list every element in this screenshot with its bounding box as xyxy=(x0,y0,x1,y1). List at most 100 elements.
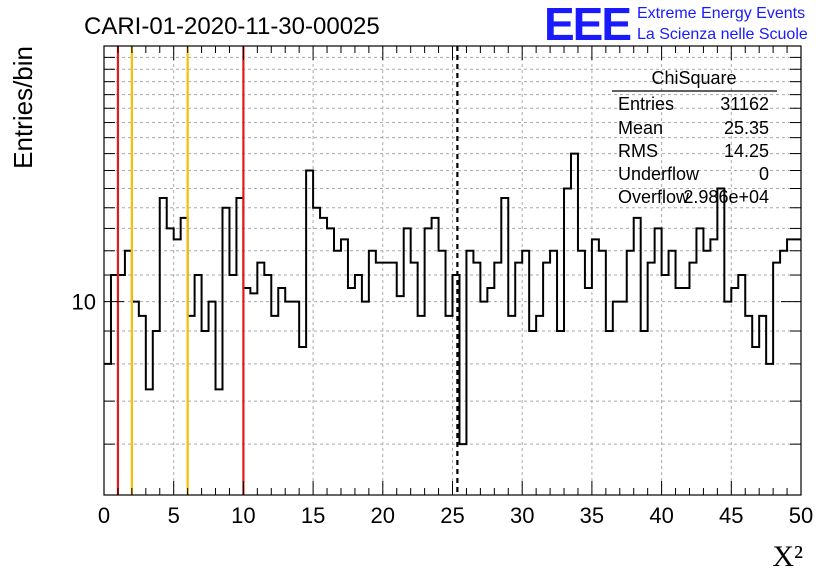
histogram-bin xyxy=(648,263,655,495)
histogram-bin xyxy=(731,288,738,495)
histogram-bin xyxy=(376,263,383,495)
histogram-bin xyxy=(606,331,613,495)
histogram-bin xyxy=(257,263,264,495)
histogram-bin xyxy=(501,198,508,495)
histogram-bin xyxy=(411,263,418,495)
histogram-bin xyxy=(271,316,278,495)
x-tick-label: 0 xyxy=(98,503,110,528)
x-tick-label: 30 xyxy=(510,503,534,528)
histogram-bin xyxy=(536,316,543,495)
histogram-bin xyxy=(592,239,599,495)
histogram-bin xyxy=(195,275,202,495)
histogram-bars xyxy=(104,152,801,495)
histogram-bin xyxy=(320,218,327,495)
stats-value-entries: 31162 xyxy=(720,94,769,114)
histogram-bin xyxy=(515,263,522,495)
histogram-bin xyxy=(655,228,662,495)
histogram-bin xyxy=(439,251,446,495)
histogram-bin xyxy=(229,275,236,495)
histogram-bin xyxy=(146,389,153,495)
histogram-bin xyxy=(264,275,271,495)
histogram-bin xyxy=(313,208,320,495)
histogram-bin xyxy=(550,251,557,495)
histogram-bin xyxy=(418,316,425,495)
x-tick-label: 45 xyxy=(719,503,743,528)
stats-box: ChiSquare Entries 31162 Mean 25.35 RMS 1… xyxy=(612,68,777,207)
x-tick-label: 20 xyxy=(371,503,395,528)
histogram-bin xyxy=(683,288,690,495)
histogram-bin xyxy=(529,331,536,495)
histogram-bin xyxy=(334,251,341,495)
histogram-bin xyxy=(522,251,529,495)
histogram-bin xyxy=(299,347,306,495)
histogram-bin xyxy=(473,263,480,495)
logo-line-2: La Scienza nelle Scuole xyxy=(637,26,808,43)
histogram-bin xyxy=(620,302,627,495)
x-tick-labels: 0 5 10 15 20 25 30 35 40 45 50 xyxy=(98,503,813,528)
x-tick-label: 15 xyxy=(301,503,325,528)
x-tick-label: 50 xyxy=(789,503,813,528)
histogram-bin xyxy=(585,288,592,495)
histogram-bin xyxy=(397,296,404,495)
histogram-bin xyxy=(689,263,696,495)
histogram-bin xyxy=(780,251,787,495)
histogram-bin xyxy=(348,288,355,495)
histogram-bin xyxy=(787,239,794,495)
histogram-bin xyxy=(613,302,620,495)
histogram-bin xyxy=(327,228,334,495)
histogram-bin xyxy=(174,239,181,495)
histogram-bin xyxy=(773,263,780,495)
histogram-bin xyxy=(738,275,745,495)
histogram-bin xyxy=(292,302,299,495)
histogram-bin xyxy=(578,251,585,495)
x-tick-label: 5 xyxy=(168,503,180,528)
histogram-bin xyxy=(487,288,494,495)
x-axis-title: X² xyxy=(772,540,803,572)
histogram-bin xyxy=(676,288,683,495)
histogram-bin xyxy=(250,293,257,495)
histogram-bin xyxy=(759,316,766,495)
histogram-bin xyxy=(160,198,167,495)
logo-letters: EEE xyxy=(544,0,630,50)
marker-lines xyxy=(116,46,459,495)
histogram-bin xyxy=(717,189,724,495)
histogram-bin xyxy=(355,275,362,495)
histogram-bin xyxy=(341,239,348,495)
histogram-bin xyxy=(104,364,111,495)
histogram-bin xyxy=(153,331,160,495)
histogram-bin xyxy=(543,263,550,495)
stats-name: ChiSquare xyxy=(651,68,736,88)
histogram-bin xyxy=(634,218,641,495)
histogram-bin xyxy=(641,331,648,495)
histogram-bin xyxy=(425,228,432,495)
histogram-bin xyxy=(278,288,285,495)
y-tick-label: 10 xyxy=(72,290,96,315)
stats-label-underflow: Underflow xyxy=(618,164,700,184)
histogram-bin xyxy=(557,331,564,495)
histogram-bin xyxy=(669,251,676,495)
histogram-bin xyxy=(710,239,717,495)
x-tick-label: 10 xyxy=(231,503,255,528)
histogram-bin xyxy=(432,218,439,495)
histogram-bin xyxy=(724,302,731,495)
histogram-bin xyxy=(703,251,710,495)
stats-value-rms: 14.25 xyxy=(724,141,769,161)
histogram-bin xyxy=(369,251,376,495)
axis-ticks xyxy=(103,46,802,495)
histogram-bin xyxy=(508,316,515,495)
y-axis-title: Entries/bin xyxy=(8,46,38,169)
x-tick-label: 40 xyxy=(649,503,673,528)
stats-label-overflow: Overflow xyxy=(618,187,690,207)
histogram-bin xyxy=(494,263,501,495)
histogram-outline xyxy=(104,152,801,446)
histogram-bin xyxy=(167,228,174,495)
histogram-bin xyxy=(362,302,369,495)
histogram-bin xyxy=(564,189,571,495)
histogram-bin xyxy=(752,347,759,495)
histogram-bin xyxy=(383,263,390,495)
histogram-bin xyxy=(446,316,453,495)
histogram-bin xyxy=(222,208,229,495)
stats-label-rms: RMS xyxy=(618,141,658,161)
histogram-bin xyxy=(696,228,703,495)
